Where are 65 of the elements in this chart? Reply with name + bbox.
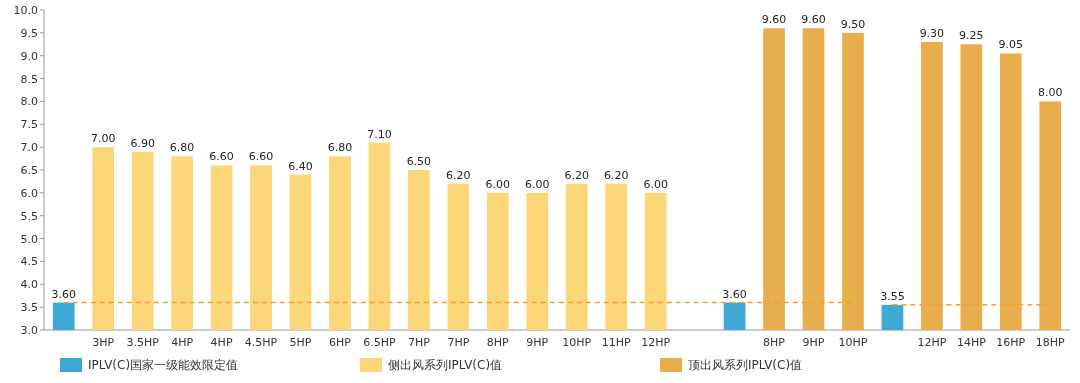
x-tick-label: 4HP (171, 336, 194, 349)
data-label: 3.60 (722, 287, 747, 301)
y-tick-label: 3.0 (20, 324, 38, 337)
y-tick-label: 4.5 (20, 255, 38, 269)
data-label: 7.00 (90, 132, 116, 146)
data-label: 9.60 (801, 13, 826, 27)
x-tick-label: 18HP (1035, 336, 1066, 349)
legend-label: 顶出风系列IPLV(C)值 (688, 358, 803, 372)
legend-label: 侧出风系列IPLV(C)值 (388, 358, 503, 372)
data-label: 6.90 (130, 136, 155, 150)
data-label: 9.60 (761, 13, 787, 27)
x-tick-label: 6.5HP (363, 336, 396, 349)
data-label: 6.20 (564, 168, 589, 182)
x-tick-label: 10HP (562, 336, 592, 349)
data-label: 6.00 (485, 177, 511, 191)
y-tick-label: 5.0 (20, 232, 38, 246)
data-label: 9.30 (919, 27, 945, 40)
data-label: 6.60 (248, 150, 274, 164)
x-tick-label: 8HP (486, 336, 510, 349)
data-label: 3.60 (51, 287, 76, 301)
legend-label: IPLV(C)国家一级能效限定值 (88, 358, 239, 372)
data-label: 6.40 (288, 159, 313, 173)
data-label: 9.25 (959, 29, 984, 43)
data-label: 8.00 (1038, 86, 1063, 100)
y-tick-label: 8.5 (20, 72, 38, 86)
y-tick-label: 5.5 (20, 209, 38, 223)
y-tick-label: 8.0 (20, 95, 38, 109)
data-label: 6.60 (209, 150, 234, 164)
y-tick-label: 9.0 (20, 49, 38, 63)
data-label: 9.50 (840, 17, 866, 31)
data-label: 6.20 (446, 168, 471, 182)
x-tick-label: 10HP (838, 336, 868, 349)
x-tick-label: 16HP (996, 336, 1026, 349)
y-tick-label: 3.5 (20, 301, 38, 315)
x-tick-label: 4HP (210, 336, 233, 349)
data-label: 6.00 (525, 177, 550, 191)
x-tick-label: 3.5HP (126, 336, 160, 349)
x-tick-label: 9HP (802, 336, 825, 349)
x-tick-label: 14HP (956, 336, 987, 349)
data-label: 9.05 (998, 38, 1024, 52)
data-label: 7.10 (367, 127, 392, 141)
x-tick-label: 3HP (92, 336, 115, 349)
x-tick-label: 4.5HP (244, 336, 278, 349)
y-tick-label: 10.0 (13, 4, 38, 17)
y-tick-label: 4.0 (20, 278, 38, 292)
x-tick-label: 12HP (917, 336, 947, 349)
data-label: 6.50 (406, 155, 432, 168)
x-tick-label: 7HP (447, 336, 470, 349)
x-tick-label: 5HP (289, 336, 312, 349)
x-tick-label: 11HP (601, 336, 632, 349)
data-label: 6.00 (643, 177, 668, 191)
x-tick-label: 6HP (329, 336, 352, 349)
data-label: 3.55 (880, 289, 905, 303)
data-label: 6.80 (169, 141, 195, 155)
x-tick-label: 9HP (526, 336, 549, 349)
data-label: 6.80 (327, 141, 353, 155)
data-label: 6.20 (603, 168, 629, 182)
y-tick-label: 7.0 (20, 141, 38, 155)
y-tick-label: 9.5 (20, 26, 38, 40)
x-tick-label: 12HP (641, 336, 671, 349)
y-tick-label: 6.5 (20, 164, 38, 177)
x-tick-label: 7HP (407, 336, 431, 349)
y-tick-label: 6.0 (20, 186, 38, 200)
x-tick-label: 8HP (763, 336, 786, 349)
y-tick-label: 7.5 (20, 118, 38, 132)
